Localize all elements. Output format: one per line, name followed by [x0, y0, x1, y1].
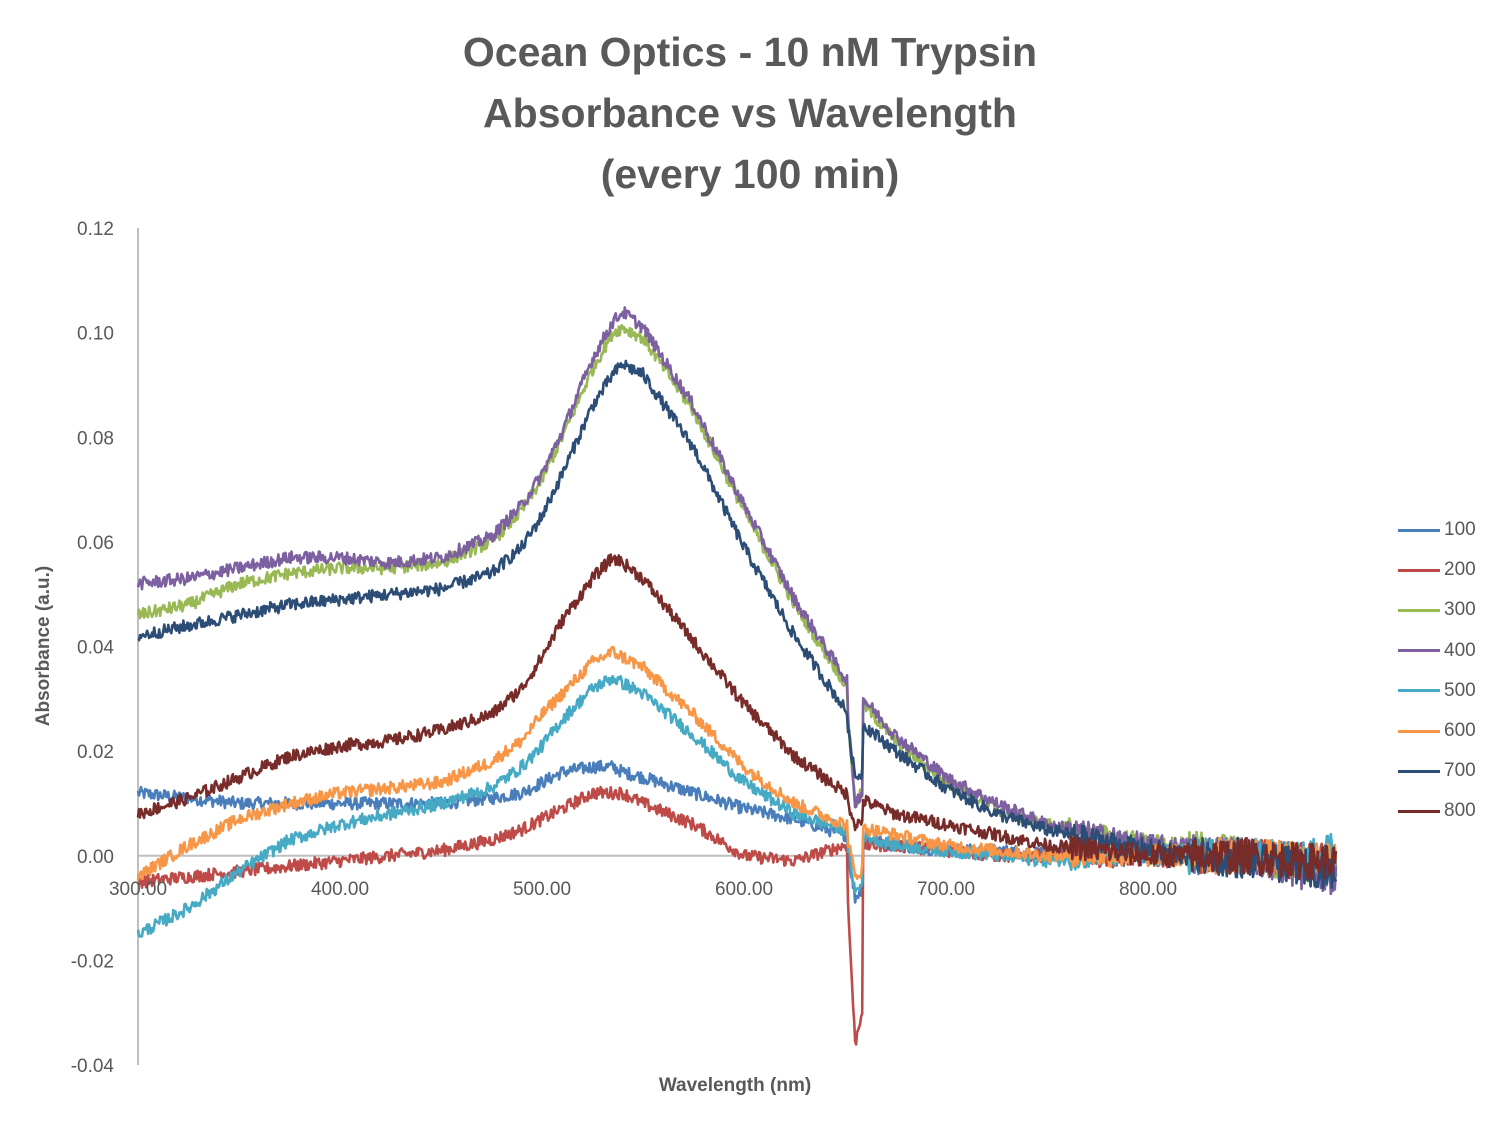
- y-tick-label: 0.02: [77, 742, 114, 763]
- chart-title-line-2: Absorbance vs Wavelength: [483, 90, 1017, 136]
- legend-item-300: 300: [1398, 590, 1476, 630]
- series-layer: [136, 306, 1338, 1046]
- x-tick-label: 400.00: [311, 879, 369, 900]
- legend-label: 300: [1444, 599, 1476, 621]
- legend-swatch: [1398, 608, 1440, 612]
- legend-item-500: 500: [1398, 671, 1476, 711]
- x-tick-label: 600.00: [715, 879, 773, 900]
- legend-swatch: [1398, 729, 1440, 733]
- x-tick-label: 300.00: [109, 879, 167, 900]
- y-tick-label: 0.12: [77, 219, 114, 240]
- legend-swatch: [1398, 649, 1440, 653]
- legend-swatch: [1398, 689, 1440, 693]
- legend-label: 800: [1444, 800, 1476, 822]
- series-line-600: [136, 645, 1338, 881]
- legend-swatch: [1398, 809, 1440, 813]
- chart-title: Ocean Optics - 10 nM Trypsin Absorbance …: [0, 22, 1500, 205]
- y-tick-label: 0.10: [77, 324, 114, 345]
- legend-item-800: 800: [1398, 791, 1476, 831]
- x-tick-labels: 300.00 400.00 500.00 600.00 700.00 800.00: [109, 879, 1177, 900]
- x-axis-title: Wavelength (nm): [659, 1075, 811, 1096]
- chart-title-line-3: (every 100 min): [600, 151, 900, 197]
- y-tick-label: -0.02: [71, 951, 114, 972]
- legend-item-700: 700: [1398, 751, 1476, 791]
- series-line-200: [136, 785, 1338, 1046]
- x-tick-label: 800.00: [1119, 879, 1177, 900]
- y-axis-title: Absorbance (a.u.): [33, 566, 54, 726]
- legend-swatch: [1398, 528, 1440, 532]
- legend-label: 100: [1444, 519, 1476, 541]
- legend: 100 200 300 400 500 600 700 800: [1398, 510, 1476, 832]
- x-tick-label: 500.00: [513, 879, 571, 900]
- legend-item-600: 600: [1398, 711, 1476, 751]
- series-line-700: [137, 359, 1338, 890]
- legend-item-200: 200: [1398, 550, 1476, 590]
- y-axis: 0.12 0.10 0.08 0.06 0.04 0.02 0.00 -0.02 -0.04: [71, 219, 139, 1077]
- y-tick-label: 0.00: [77, 847, 114, 868]
- legend-label: 200: [1444, 559, 1476, 581]
- legend-label: 600: [1444, 720, 1476, 742]
- legend-item-400: 400: [1398, 631, 1476, 671]
- chart-title-line-1: Ocean Optics - 10 nM Trypsin: [462, 29, 1038, 75]
- y-tick-label: -0.04: [71, 1056, 115, 1077]
- legend-label: 500: [1444, 679, 1476, 701]
- y-tick-label: 0.06: [77, 533, 114, 554]
- y-tick-label: 0.04: [77, 638, 114, 659]
- legend-swatch: [1398, 769, 1440, 773]
- series-line-800: [136, 553, 1338, 881]
- legend-label: 400: [1444, 639, 1476, 661]
- legend-swatch: [1398, 568, 1440, 572]
- x-tick-label: 700.00: [917, 879, 975, 900]
- y-tick-label: 0.08: [77, 428, 114, 449]
- legend-item-100: 100: [1398, 510, 1476, 550]
- legend-label: 700: [1444, 760, 1476, 782]
